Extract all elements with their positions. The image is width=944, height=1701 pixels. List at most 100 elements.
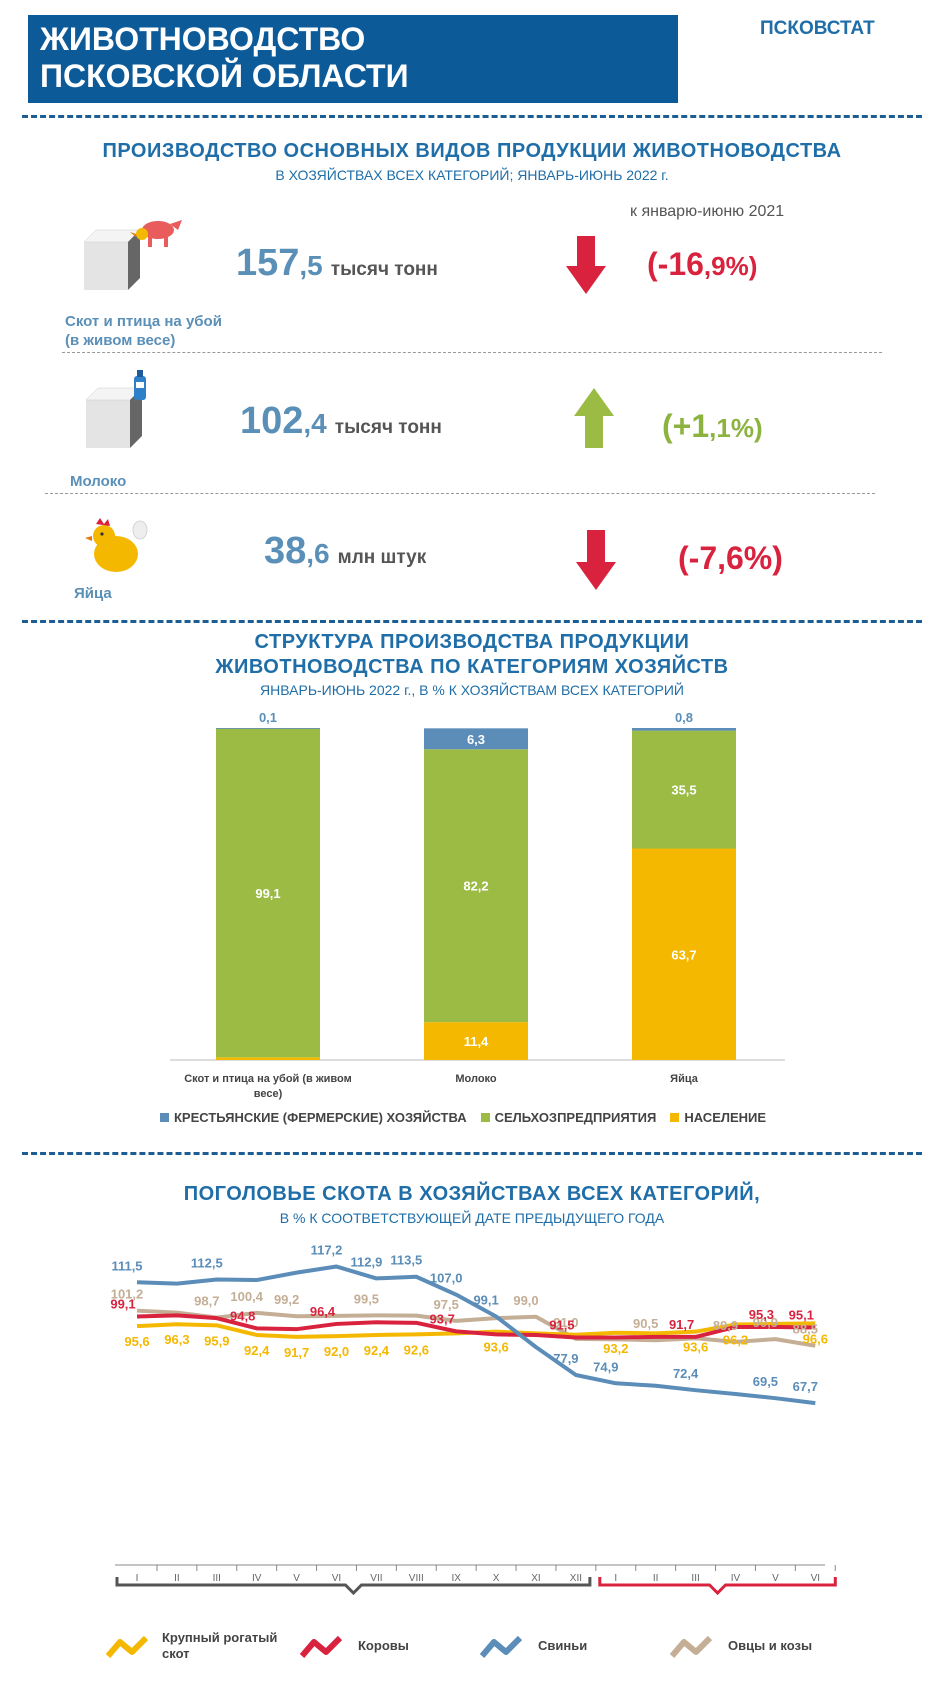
x-tick-label: I <box>614 1573 617 1584</box>
structure-title-line-1: СТРУКТУРА ПРОИЗВОДСТВА ПРОДУКЦИИ <box>254 631 690 653</box>
legend-agri: СЕЛЬХОЗПРЕДПРИЯТИЯ <box>480 1110 656 1125</box>
bar-data-label: 63,7 <box>671 947 696 962</box>
category-label: Молоко <box>455 1073 497 1085</box>
arrow-down-icon <box>576 530 616 590</box>
line-data-label: 96,3 <box>164 1332 189 1347</box>
stacked-bar-chart: 0,8 99,1 0,1 Скот и птица на убой (в живом в… <box>170 710 785 1100</box>
legend-pigs: Свиньи <box>538 1638 588 1653</box>
bar-segment <box>632 728 736 731</box>
line-data-label: 117,2 <box>311 1243 343 1258</box>
section-divider <box>22 1152 922 1155</box>
title-line-1: ЖИВОТНОВОДСТВО <box>40 21 366 57</box>
x-tick-label: IV <box>252 1573 262 1584</box>
line-data-label: 112,9 <box>350 1254 382 1269</box>
line-data-label: 92,0 <box>324 1344 349 1359</box>
bar-data-label: 99,1 <box>255 886 280 901</box>
value-meat: 157,5 тысяч тонн <box>236 242 438 284</box>
legend-swatch <box>480 1113 490 1122</box>
page-title: ЖИВОТНОВОДСТВО ПСКОВСКОЙ ОБЛАСТИ <box>28 15 678 103</box>
line-data-label: 99,0 <box>513 1293 538 1308</box>
line-data-label: 90,9 <box>753 1315 778 1330</box>
bar-segment <box>424 728 528 750</box>
milk-bottle-cube-icon <box>85 370 146 448</box>
series-line <box>136 1313 816 1340</box>
bar-data-label: 35,5 <box>671 783 696 798</box>
year-bracket-2022 <box>598 1577 837 1596</box>
line-data-label: 91,7 <box>284 1345 309 1360</box>
x-tick-label: VI <box>811 1573 820 1584</box>
product-label-meat: Скот и птица на убой (в живом весе) <box>65 313 222 349</box>
x-tick-label: VI <box>332 1573 341 1584</box>
legend-cattle: Крупный рогатый скот <box>162 1630 278 1661</box>
row-divider <box>45 493 875 494</box>
x-tick-label: II <box>653 1573 659 1584</box>
x-tick-label: V <box>293 1573 300 1584</box>
legend-cows: Коровы <box>358 1638 409 1653</box>
arrow-up-icon <box>574 388 614 448</box>
line-data-label: 96,6 <box>803 1331 828 1346</box>
legend-swatch <box>160 1113 169 1122</box>
line-data-label: 99,1 <box>473 1292 498 1307</box>
herd-line-chart: IIIIIIIVVVIVIIVIIIIXXXIXIIIIIIIIIVVVI202… <box>110 1243 837 1605</box>
legend-line-icon <box>106 1635 149 1658</box>
title-line-2: ПСКОВСКОЙ ОБЛАСТИ <box>40 58 409 94</box>
line-data-label: 95,9 <box>204 1333 229 1348</box>
line-data-label: 91,0 <box>553 1315 578 1330</box>
x-tick-label: IX <box>451 1573 461 1584</box>
x-tick-label: II <box>174 1573 180 1584</box>
legend-farmer: КРЕСТЬЯНСКИЕ (ФЕРМЕРСКИЕ) ХОЗЯЙСТВА <box>160 1110 467 1125</box>
line-data-label: 100,4 <box>230 1289 263 1304</box>
line-data-label: 98,7 <box>194 1294 219 1309</box>
series-line <box>136 1308 816 1348</box>
category-label: Яйца <box>670 1073 699 1085</box>
category-label: весе) <box>254 1088 283 1100</box>
line-data-label: 72,4 <box>673 1366 699 1381</box>
bar-segment <box>216 728 320 729</box>
line-data-label: 113,5 <box>390 1253 422 1268</box>
section-divider <box>22 115 922 118</box>
x-tick-label: VII <box>370 1573 382 1584</box>
line-data-label: 97,5 <box>434 1297 459 1312</box>
x-tick-label: IV <box>731 1573 741 1584</box>
bar-segment <box>216 728 320 1058</box>
bar-segment <box>424 749 528 1023</box>
legend-population: НАСЕЛЕНИЕ <box>670 1110 766 1125</box>
herd-subtitle: В % К СООТВЕТСТВУЮЩЕЙ ДАТЕ ПРЕДЫДУЩЕГО Г… <box>279 1210 665 1226</box>
production-subtitle: В ХОЗЯЙСТВАХ ВСЕХ КАТЕГОРИЙ; ЯНВАРЬ-ИЮНЬ… <box>275 167 669 183</box>
bar-data-label: 82,2 <box>463 879 488 894</box>
bar-legend: КРЕСТЬЯНСКИЕ (ФЕРМЕРСКИЕ) ХОЗЯЙСТВА СЕЛЬ… <box>160 1110 800 1125</box>
change-milk: (+1,1%) <box>662 408 763 444</box>
legend-line-icon <box>300 1635 343 1658</box>
x-tick-label: III <box>691 1573 699 1584</box>
line-data-label: 67,7 <box>793 1379 818 1394</box>
line-data-label: 95,6 <box>124 1334 149 1349</box>
product-label-milk: Молоко <box>70 473 127 490</box>
product-label-eggs: Яйца <box>74 585 112 602</box>
production-title: ПРОИЗВОДСТВО ОСНОВНЫХ ВИДОВ ПРОДУКЦИИ ЖИ… <box>102 140 842 162</box>
line-data-label: 88,5 <box>793 1322 818 1337</box>
bar-data-label: 6,3 <box>467 732 485 747</box>
line-data-label: 92,4 <box>364 1343 390 1358</box>
legend-sheep: Овцы и козы <box>728 1638 813 1653</box>
bar-data-label: 11,4 <box>464 1034 489 1049</box>
bar-data-label: 0,8 <box>675 710 693 725</box>
herd-title: ПОГОЛОВЬЕ СКОТА В ХОЗЯЙСТВАХ ВСЕХ КАТЕГО… <box>183 1183 761 1205</box>
line-data-label: 99,1 <box>110 1296 135 1311</box>
legend-swatch <box>670 1113 680 1122</box>
line-data-label: 93,6 <box>683 1340 708 1355</box>
structure-title-line-2: ЖИВОТНОВОДСТВА ПО КАТЕГОРИЯМ ХОЗЯЙСТВ <box>215 656 729 678</box>
reference-period: к январю-июню 2021 <box>630 203 785 220</box>
line-data-label: 92,4 <box>244 1343 270 1358</box>
bar-segment <box>632 848 736 1060</box>
value-milk: 102,4 тысяч тонн <box>240 400 442 442</box>
line-data-label: 91,5 <box>549 1317 574 1332</box>
brand-logo-text: ПСКОВСТАТ <box>760 18 875 39</box>
line-data-label: 95,3 <box>749 1307 774 1322</box>
legend-line-icon <box>670 1635 713 1658</box>
line-data-label: 90,5 <box>633 1316 658 1331</box>
line-data-label: 89,9 <box>713 1318 738 1333</box>
x-tick-label: I <box>136 1573 139 1584</box>
legend-line-icon <box>480 1635 523 1658</box>
year-bracket-2021 <box>115 1577 592 1596</box>
line-data-label: 111,5 <box>111 1258 142 1273</box>
